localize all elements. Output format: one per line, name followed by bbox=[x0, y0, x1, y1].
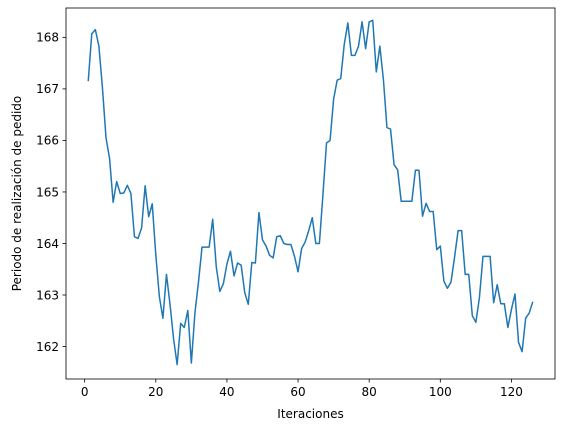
y-tick-label: 163 bbox=[36, 288, 59, 302]
y-axis-ticks: 162 163 164 165 166 167 168 bbox=[36, 31, 66, 354]
y-axis-label: Periodo de realización de pedido bbox=[10, 96, 24, 292]
y-tick-label: 167 bbox=[36, 82, 59, 96]
x-axis-label: Iteraciones bbox=[277, 407, 343, 421]
plot-area-frame bbox=[65, 7, 556, 380]
x-tick-label: 60 bbox=[290, 385, 305, 399]
y-tick-label: 166 bbox=[36, 134, 59, 148]
y-tick-label: 165 bbox=[36, 185, 59, 199]
chart-series bbox=[87, 19, 534, 366]
x-tick-label: 80 bbox=[362, 385, 377, 399]
y-tick-label: 162 bbox=[36, 340, 59, 354]
series-line bbox=[87, 19, 534, 366]
x-tick-label: 100 bbox=[429, 385, 452, 399]
y-tick-label: 164 bbox=[36, 237, 59, 251]
x-tick-label: 40 bbox=[219, 385, 234, 399]
x-tick-label: 120 bbox=[500, 385, 523, 399]
y-tick-label: 168 bbox=[36, 31, 59, 45]
x-axis-ticks: 0 20 40 60 80 100 120 bbox=[81, 379, 523, 399]
x-tick-label: 0 bbox=[81, 385, 89, 399]
x-tick-label: 20 bbox=[148, 385, 163, 399]
